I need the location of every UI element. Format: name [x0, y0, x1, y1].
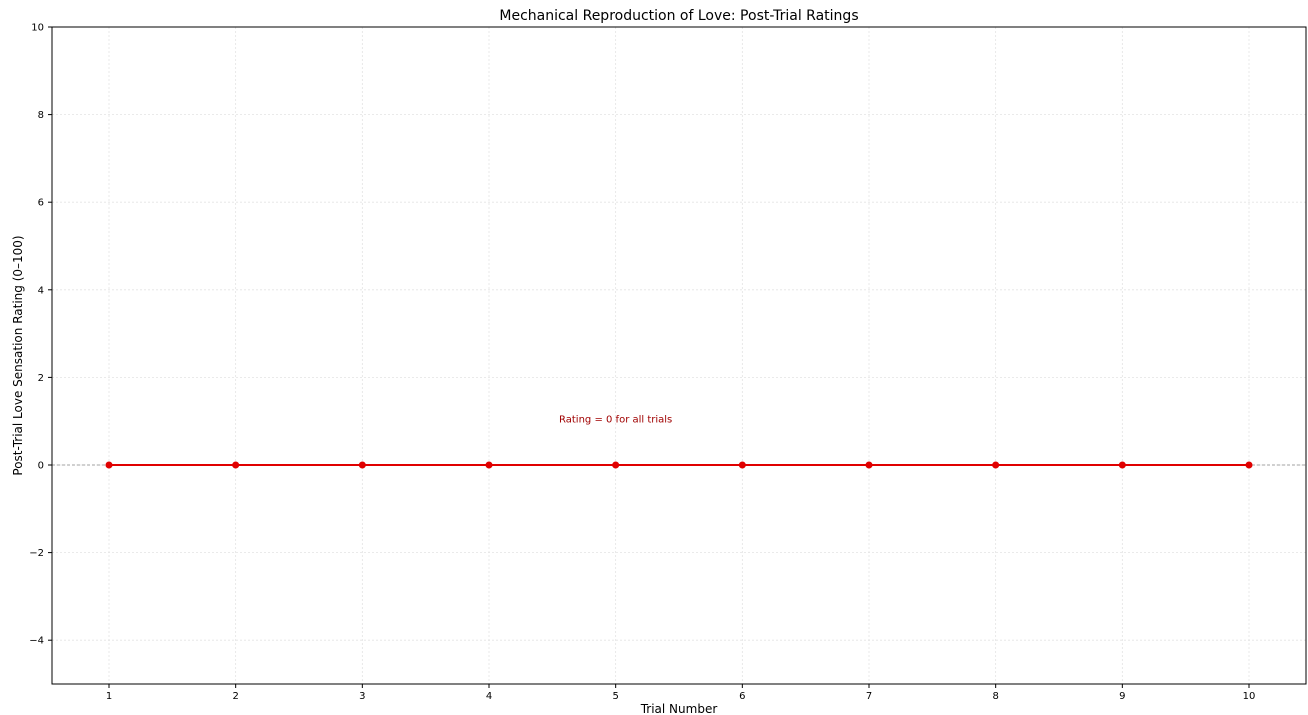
- data-point-marker: [612, 461, 620, 469]
- y-tick-label: −4: [29, 636, 44, 647]
- x-tick-label: 6: [739, 691, 745, 702]
- x-axis-label: Trial Number: [640, 702, 718, 715]
- x-tick-label: 3: [359, 691, 365, 702]
- y-axis-label: Post-Trial Love Sensation Rating (0–100): [11, 235, 25, 475]
- data-point-marker: [738, 461, 746, 469]
- series-layer: [105, 461, 1253, 469]
- grid-lines: [52, 26, 1306, 684]
- x-tick-label: 4: [486, 691, 492, 702]
- x-axis-ticks: 1 2 3 4 5 6 7 8 9 10: [106, 684, 1256, 702]
- data-point-marker: [358, 461, 366, 469]
- data-point-marker: [485, 461, 493, 469]
- y-axis-ticks: −4 −2 0 2 4 6 8 10: [29, 23, 52, 647]
- y-tick-label: 2: [38, 373, 44, 384]
- y-tick-label: 10: [31, 23, 44, 34]
- data-point-marker: [992, 461, 1000, 469]
- chart-title: Mechanical Reproduction of Love: Post-Tr…: [499, 8, 858, 24]
- y-tick-label: 4: [38, 285, 44, 296]
- x-tick-label: 5: [612, 691, 618, 702]
- annotation-label: Rating = 0 for all trials: [559, 415, 672, 426]
- y-tick-label: 8: [38, 110, 44, 121]
- data-point-marker: [1245, 461, 1253, 469]
- x-tick-label: 8: [992, 691, 998, 702]
- x-tick-label: 2: [232, 691, 238, 702]
- x-tick-label: 10: [1243, 691, 1256, 702]
- y-tick-label: −2: [29, 548, 44, 559]
- x-tick-label: 9: [1119, 691, 1125, 702]
- y-tick-label: 6: [38, 198, 44, 209]
- data-point-marker: [232, 461, 240, 469]
- data-point-marker: [1118, 461, 1126, 469]
- x-tick-label: 1: [106, 691, 112, 702]
- plot-area-frame: [51, 26, 1307, 685]
- data-point-marker: [105, 461, 113, 469]
- x-tick-label: 7: [866, 691, 872, 702]
- y-tick-label: 0: [38, 461, 44, 472]
- data-point-marker: [865, 461, 873, 469]
